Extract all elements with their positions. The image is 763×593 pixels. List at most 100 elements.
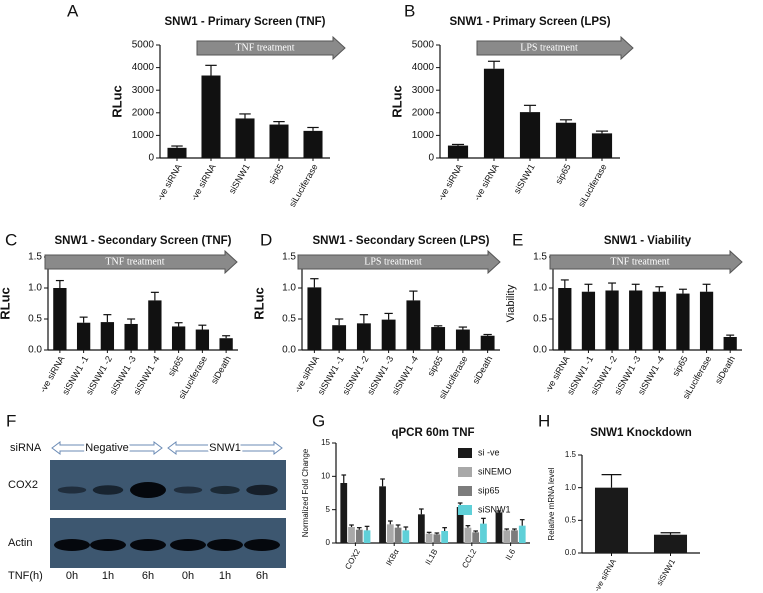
x-tick-label: -ve siRNA: [189, 162, 218, 202]
band-label: Actin: [8, 537, 32, 549]
bar: [629, 290, 643, 350]
bar: [455, 329, 470, 350]
y-tick-label: 1.5: [282, 252, 296, 263]
bar: [235, 118, 255, 158]
bar: [124, 323, 138, 350]
x-tick-label: -ve siRNA: [155, 162, 184, 202]
cox2-band: [92, 485, 124, 495]
y-tick-label: 0.5: [565, 515, 577, 524]
panel-letter: D: [260, 230, 272, 249]
group-arrow: [51, 441, 163, 455]
bar: [591, 133, 613, 158]
bar: [480, 523, 487, 543]
panel-letter: E: [512, 230, 523, 249]
time-label: 0h: [182, 570, 194, 582]
y-tick-label: 5000: [412, 40, 435, 51]
treatment-arrow: [549, 249, 743, 275]
bar: [340, 483, 348, 543]
group-label: Negative: [85, 442, 128, 454]
panel-letter: A: [67, 1, 79, 20]
x-tick-label: sip65: [166, 354, 185, 378]
x-tick-label: IL6: [504, 547, 518, 562]
bar: [447, 145, 469, 158]
bar: [219, 338, 233, 350]
y-tick-label: 10: [321, 471, 330, 480]
x-tick-label: sip65: [553, 162, 572, 186]
x-tick-label: siLuciferase: [287, 162, 320, 209]
y-axis-label: RLuc: [251, 287, 266, 320]
y-tick-label: 15: [321, 438, 330, 447]
time-label: 0h: [66, 570, 78, 582]
bar: [483, 68, 505, 158]
bar: [171, 326, 186, 350]
annotation: TNF treatment: [105, 256, 164, 267]
bar: [332, 325, 347, 350]
annotation: TNF treatment: [610, 256, 669, 267]
group-arrow: [167, 441, 283, 455]
annotation: TNF treatment: [235, 42, 294, 53]
bar: [363, 530, 371, 543]
y-tick-label: 1000: [412, 130, 435, 141]
y-tick-label: 1.5: [533, 252, 547, 263]
actin-band: [170, 539, 206, 551]
treatment-arrow: [476, 35, 634, 61]
treatment-arrow: [44, 249, 238, 275]
chart-title: SNW1 - Secondary Screen (TNF): [54, 235, 231, 247]
y-axis-label: Viability: [505, 284, 517, 322]
bar: [53, 288, 67, 350]
time-axis-label: TNF(h): [8, 570, 43, 582]
bar: [431, 327, 446, 350]
band-label: COX2: [8, 479, 38, 491]
bar: [386, 524, 394, 543]
legend-label: siSNW1: [478, 504, 511, 514]
bar: [195, 329, 210, 350]
y-tick-label: 0: [326, 538, 331, 547]
bar: [167, 147, 187, 158]
actin-band: [90, 539, 126, 551]
y-tick-label: 4000: [412, 62, 435, 73]
y-tick-label: 1.0: [565, 483, 577, 492]
bar: [381, 319, 396, 350]
y-axis-label: RLuc: [0, 287, 12, 320]
y-tick-label: 1.0: [28, 283, 42, 294]
bar: [348, 527, 355, 543]
bar: [464, 527, 472, 543]
y-tick-label: 0.5: [282, 314, 296, 325]
bar: [433, 534, 441, 543]
y-tick-label: 2000: [412, 107, 435, 118]
cox2-band: [173, 486, 203, 494]
y-axis-label: RLuc: [109, 85, 124, 118]
bar: [269, 124, 289, 158]
y-tick-label: 0.0: [565, 548, 577, 557]
x-tick-label: sip65: [425, 354, 444, 378]
row-label: siRNA: [10, 442, 42, 454]
cox2-band: [130, 482, 166, 498]
bar: [495, 512, 503, 543]
y-tick-label: 0: [148, 153, 154, 164]
y-tick-label: 1000: [132, 130, 155, 141]
bar: [594, 487, 629, 553]
legend-swatch: [458, 486, 472, 496]
bar: [303, 130, 323, 158]
bar: [100, 322, 115, 350]
panel-letter: H: [538, 411, 550, 430]
x-tick-label: siLuciferase: [576, 162, 609, 209]
panel-letter: G: [312, 411, 325, 430]
bar: [394, 527, 402, 543]
panel-letter: C: [5, 230, 17, 249]
time-label: 6h: [256, 570, 268, 582]
y-tick-label: 3000: [132, 85, 155, 96]
treatment-arrow: [196, 35, 346, 61]
treatment-arrow: [297, 249, 501, 275]
bar: [555, 122, 577, 158]
x-tick-label: -ve siRNA: [436, 162, 465, 202]
actin-band: [244, 539, 280, 551]
legend-label: si -ve: [478, 447, 500, 457]
y-tick-label: 5: [326, 505, 331, 514]
x-tick-label: sip65: [266, 162, 285, 186]
x-tick-label: siSNW1: [227, 162, 252, 195]
bar: [605, 290, 619, 350]
bar: [307, 287, 322, 350]
legend-swatch: [458, 467, 472, 477]
